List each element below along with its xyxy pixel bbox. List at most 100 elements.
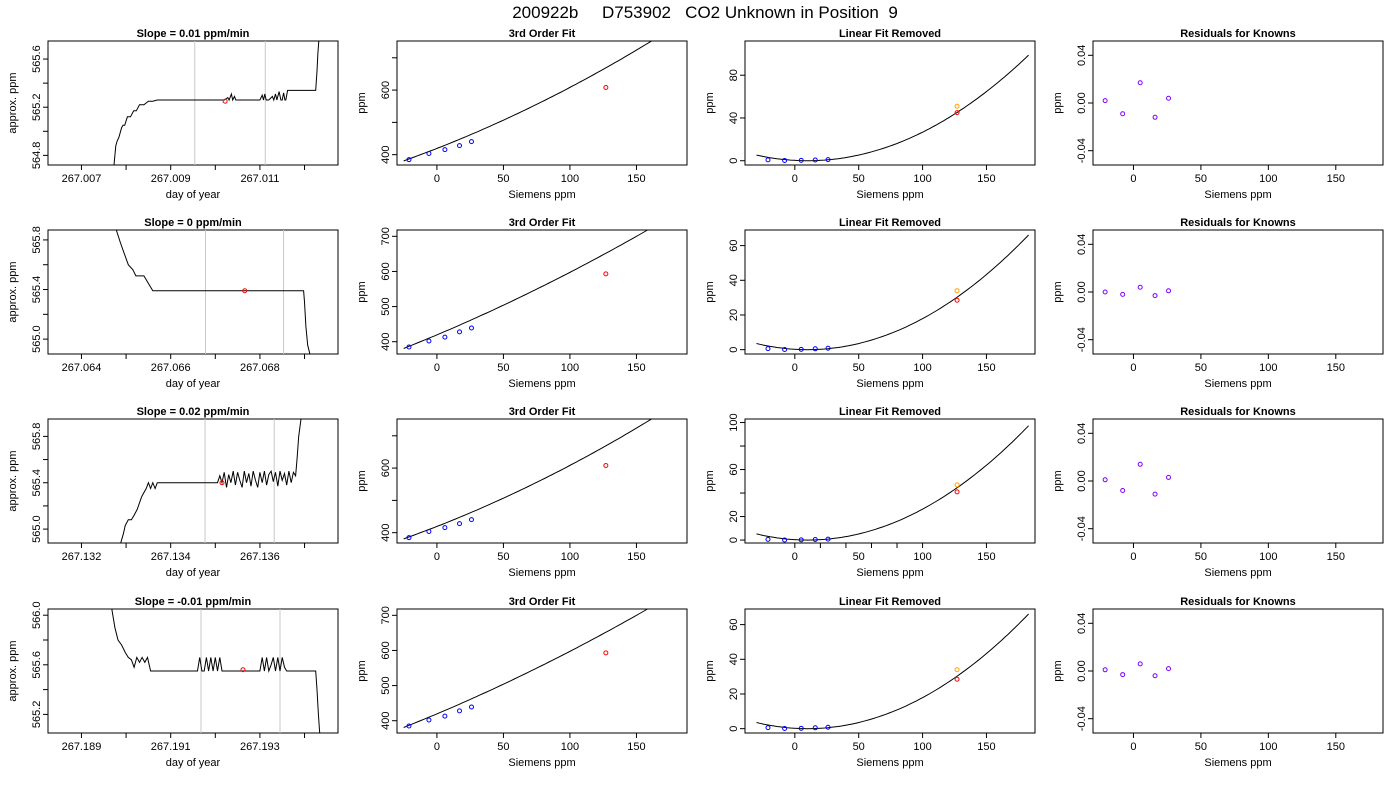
x-tick-label: 50 [497,741,509,753]
y-tick-label: 600 [380,459,392,477]
plot-frame [744,608,1036,734]
x-tick-label: 150 [977,173,995,185]
y-tick-label: 400 [380,145,392,163]
known-point [468,139,474,145]
plot-frame [47,40,339,166]
y-tick-label: 20 [728,510,740,522]
x-tick-label: 150 [977,362,995,374]
y-tick-label: 565.6 [31,651,43,679]
x-tick-label: 150 [627,173,645,185]
known-point [426,338,432,344]
plot-frame [1092,608,1384,734]
y-axis-label: ppm [704,470,716,491]
y-axis-label: ppm [1052,92,1064,113]
y-tick-label: 0.00 [1076,92,1088,113]
x-tick-label: 150 [1327,362,1345,374]
y-tick-label: 0 [728,347,740,353]
x-tick-label: 0 [1130,551,1136,563]
known-point [406,157,412,163]
y-tick-label: 564.8 [31,142,43,170]
x-tick-label: 50 [853,551,865,563]
panel-r2-c0: Slope = 0.02 ppm/min 267.132 267.134 267.13… [7,406,339,579]
x-tick-label: 267.009 [151,173,191,185]
panel-r3-c2: Linear Fit Removed 0 50 100 150 0 20 40 60 Siemen… [704,596,1036,769]
x-tick-label: 100 [1259,741,1277,753]
unknown-point [603,463,609,468]
x-tick-label: 0 [1130,741,1136,753]
ppm-trace-line [120,419,302,543]
y-tick-label: 600 [380,262,392,280]
plot-frame [396,608,688,734]
y-tick-label: 565.2 [31,93,43,121]
mean-point [242,288,248,294]
x-tick-label: 50 [853,741,865,753]
unknown-linear-point [954,482,960,488]
known-point [406,535,412,541]
x-tick-label: 100 [913,551,931,563]
y-tick-label: 565.8 [31,423,43,451]
x-tick-label: 50 [1195,551,1207,563]
x-tick-label: 267.189 [62,741,102,753]
x-tick-label: 50 [497,173,509,185]
y-axis-label: ppm [356,470,368,491]
plot-frame [47,608,339,734]
known-point [765,346,771,352]
x-tick-label: 0 [792,741,798,753]
plot-frame [744,418,1036,544]
panel-grid: Slope = 0.01 ppm/min 267.007 267.009 267.01… [7,28,1384,769]
known-point [782,537,788,543]
plot-frame [396,40,688,166]
mean-point [219,480,225,486]
fit-curve [756,425,1029,541]
known-point [457,329,463,335]
panel-r0-c3: Residuals for Knowns 0 50 100 150 -0.04 0.00 0.… [1052,28,1384,201]
unknown-point [954,297,960,303]
x-tick-label: 150 [627,551,645,563]
x-tick-label: 267.011 [240,173,279,185]
y-tick-label: 0.04 [1076,45,1088,66]
y-tick-label: 565.6 [31,45,43,73]
residual-point [1137,461,1143,467]
panel-r3-c0: Slope = -0.01 ppm/min 267.189 267.191 267.1… [7,596,339,769]
known-point [765,725,771,731]
y-tick-label: 60 [728,239,740,251]
known-point [457,143,463,149]
residual-point [1102,289,1108,295]
known-point [798,346,804,352]
known-point [426,151,432,157]
residual-point [1152,673,1158,679]
plot-area [111,609,321,733]
ppm-trace-line [113,41,320,165]
known-point [406,344,412,350]
panel-title: 3rd Order Fit [509,596,576,608]
x-axis-label: Siemens ppm [856,189,923,201]
residual-point [1120,488,1126,494]
panel-r0-c0: Slope = 0.01 ppm/min 267.007 267.009 267.01… [7,28,339,201]
y-axis-label: ppm [704,92,716,113]
y-tick-label: 40 [728,112,740,124]
x-tick-label: 100 [1259,362,1277,374]
x-tick-label: 0 [1130,362,1136,374]
unknown-point [954,489,960,495]
fit-curve [756,234,1029,351]
x-tick-label: 50 [853,173,865,185]
panel-r2-c2: Linear Fit Removed 0 50 100 150 0 20 60 100 Sieme… [704,406,1036,579]
plot-frame [47,229,339,355]
known-point [782,725,788,731]
plot-frame [744,229,1036,355]
y-axis-label: ppm [1052,470,1064,491]
known-point [782,158,788,164]
x-axis-label: day of year [166,567,221,579]
x-tick-label: 150 [977,741,995,753]
y-axis-label: approx. ppm [7,450,19,511]
known-point [442,334,448,340]
residual-point [1166,474,1172,480]
panel-r3-c3: Residuals for Knowns 0 50 100 150 -0.04 0.00 0.… [1052,596,1384,769]
residual-point [1102,477,1108,483]
plot-area [403,41,653,163]
known-point [812,346,818,352]
x-tick-label: 0 [434,362,440,374]
ppm-trace-line [115,230,311,354]
x-tick-label: 50 [497,362,509,374]
unknown-linear-point [954,288,960,294]
